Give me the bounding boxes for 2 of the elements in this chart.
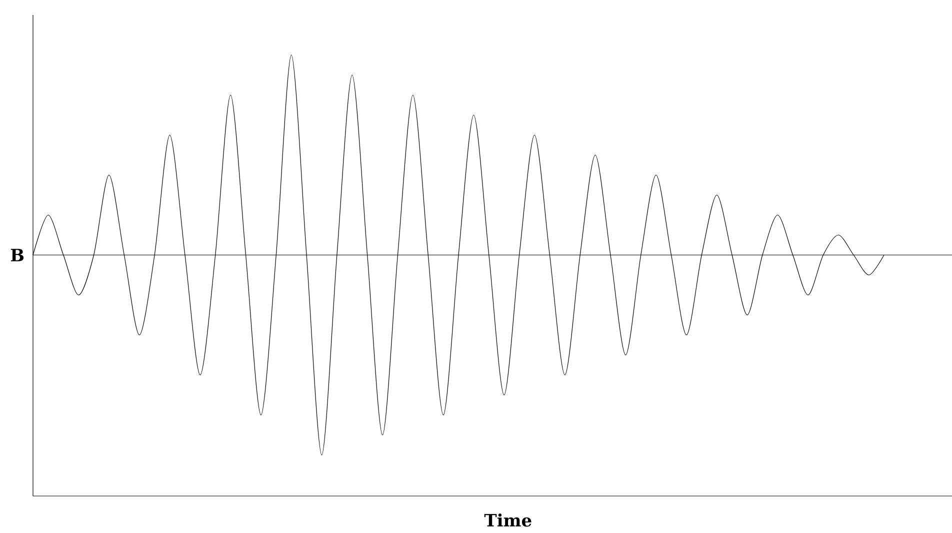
y-axis-title: B xyxy=(10,248,24,262)
x-axis-title: Time xyxy=(484,514,532,527)
